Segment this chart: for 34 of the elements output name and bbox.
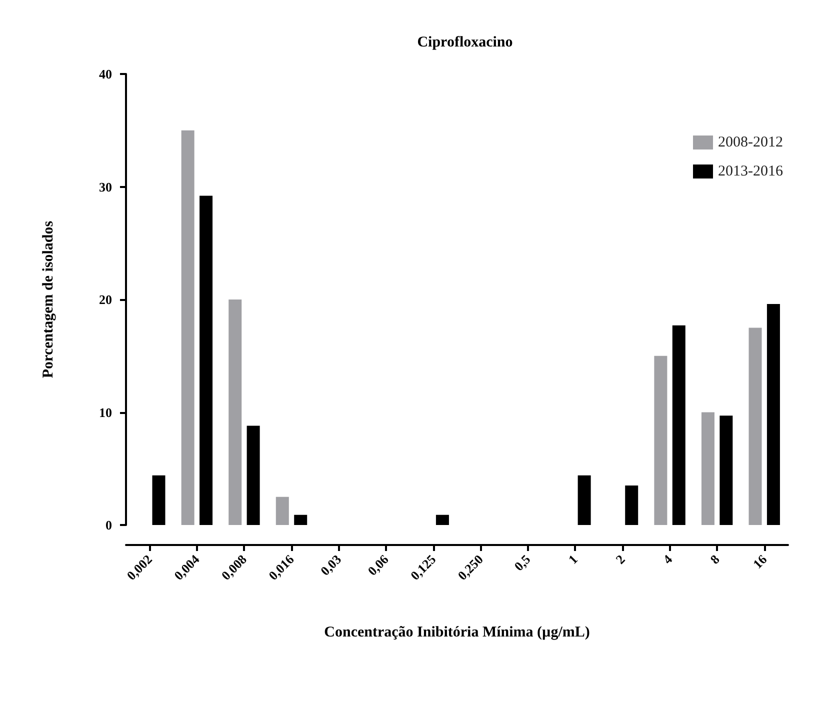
x-tick-label: 0,5: [511, 551, 534, 574]
legend-label: 2013-2016: [718, 164, 784, 180]
y-tick-label: 0: [106, 518, 112, 532]
y-tick-label: 40: [99, 66, 112, 82]
bar: [766, 304, 780, 525]
bar: [625, 486, 638, 525]
x-tick-label: 16: [750, 551, 770, 572]
bar: [748, 328, 762, 525]
bar: [672, 325, 686, 525]
bar: [246, 426, 260, 525]
bar: [701, 412, 714, 525]
x-tick-label: 2: [612, 552, 628, 567]
bar: [294, 514, 308, 525]
bar: [436, 514, 449, 525]
x-axis-title: Concentração Inibitória Mínima (µg/mL): [324, 624, 590, 640]
x-tick-label: 0,06: [364, 551, 392, 578]
x-tick-label: 4: [660, 551, 676, 567]
bar: [200, 196, 213, 525]
bar: [228, 300, 242, 525]
bar: [654, 356, 668, 525]
bar: [578, 475, 591, 525]
bar: [276, 496, 289, 525]
x-tick-label: 0,03: [317, 551, 344, 578]
bar: [181, 130, 194, 525]
chart-title: Ciprofloxacino: [417, 34, 513, 50]
y-tick-label: 20: [99, 292, 112, 307]
x-tick-label: 8: [707, 551, 723, 567]
y-tick-label: 30: [99, 179, 112, 194]
y-tick-label: 10: [99, 404, 112, 420]
legend-label: 2008-2012: [718, 134, 784, 150]
x-tick-label: 1: [565, 552, 581, 567]
bar: [720, 416, 733, 525]
y-axis-title: Porcentagem de isolados: [40, 220, 56, 378]
bar: [152, 475, 166, 525]
